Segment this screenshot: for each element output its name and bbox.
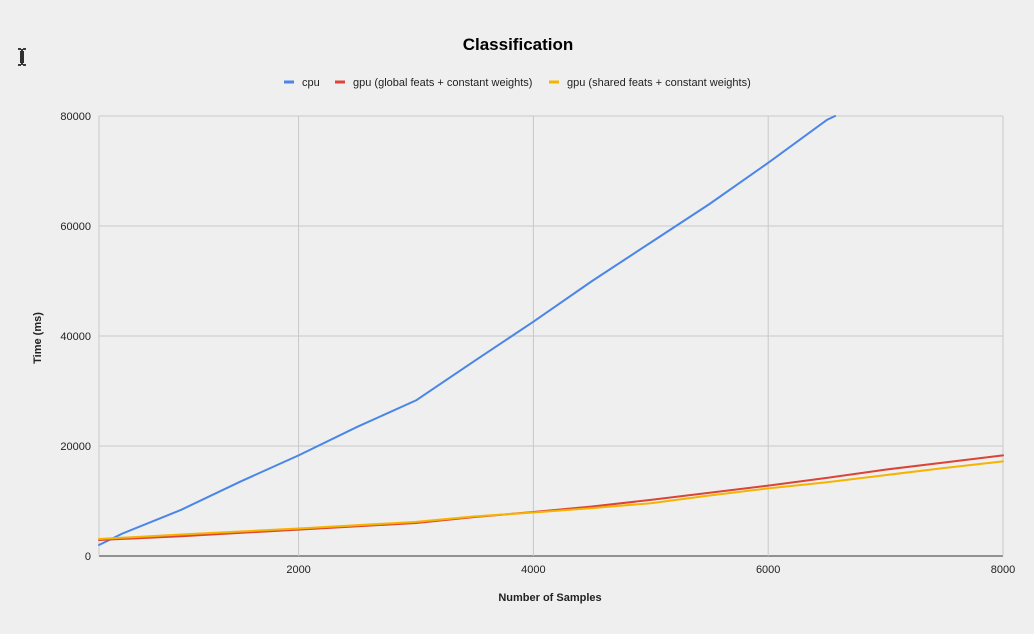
x-tick-label: 8000 [991, 564, 1015, 576]
series-line-2 [98, 454, 1004, 541]
y-axis-ticks: 0 20000 40000 60000 80000 [60, 111, 91, 563]
y-tick-label: 20000 [60, 441, 91, 453]
y-tick-label: 80000 [60, 111, 91, 123]
y-tick-label: 60000 [60, 221, 91, 233]
legend-label: gpu (shared feats + constant weights) [567, 77, 751, 89]
x-axis-ticks: 2000 4000 6000 8000 [286, 564, 1015, 576]
x-tick-label: 6000 [756, 564, 780, 576]
x-tick-label: 2000 [286, 564, 310, 576]
grid [99, 115, 1004, 557]
x-tick-label: 4000 [521, 564, 545, 576]
legend-item: gpu (shared feats + constant weights) [549, 77, 751, 89]
series-layer [98, 115, 1004, 546]
chart-title: Classification [463, 35, 574, 54]
series-line-1 [98, 115, 837, 546]
legend-label: gpu (global feats + constant weights) [353, 77, 532, 89]
legend-item: gpu (global feats + constant weights) [335, 77, 532, 89]
series-line-3 [98, 460, 1004, 540]
text-cursor-icon [17, 48, 27, 71]
y-axis-label: Time (ms) [32, 312, 44, 364]
y-tick-label: 0 [85, 551, 91, 563]
legend-label: cpu [302, 77, 320, 89]
legend-item: cpu [284, 77, 320, 89]
y-tick-label: 40000 [60, 331, 91, 343]
legend: cpu gpu (global feats + constant weights)… [284, 77, 751, 89]
x-axis-label: Number of Samples [498, 592, 601, 604]
